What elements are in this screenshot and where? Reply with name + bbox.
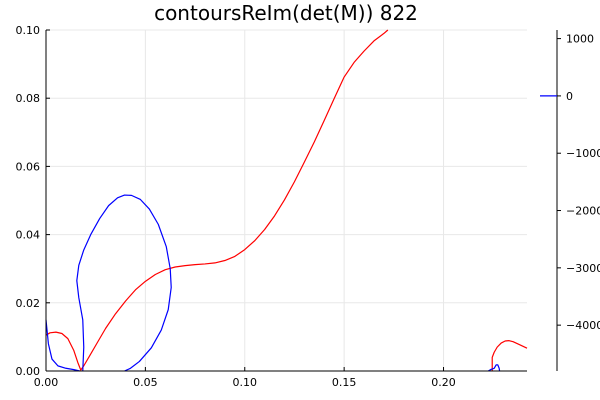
contour-lines xyxy=(45,29,528,372)
y-tick-label-4: 0.08 xyxy=(16,92,41,105)
colorbar: 1000 0 −1000 −2000 −3000 −4000 xyxy=(540,30,600,371)
contour-series-0-segment-0 xyxy=(45,29,389,371)
contour-series-1-segment-1 xyxy=(76,194,172,372)
y-tick-label-3: 0.06 xyxy=(16,160,41,173)
y-tick-label-2: 0.04 xyxy=(16,229,41,242)
y-tick-label-0: 0.00 xyxy=(16,365,41,378)
x-tick-label-3: 0.15 xyxy=(332,376,357,389)
x-tick-label-4: 0.20 xyxy=(431,376,456,389)
y-axis-ticks: 0.00 0.02 0.04 0.06 0.08 0.10 xyxy=(16,24,50,378)
chart-title: contoursReIm(det(M)) 822 xyxy=(154,1,418,25)
y-tick-label-1: 0.02 xyxy=(16,297,41,310)
y-tick-label-5: 0.10 xyxy=(16,24,41,37)
grid-lines xyxy=(45,29,527,372)
x-tick-label-0: 0.00 xyxy=(34,376,59,389)
contour-series-1-segment-0 xyxy=(45,319,80,372)
colorbar-tick-label-3: −2000 xyxy=(566,205,600,218)
contour-series-0-segment-1 xyxy=(491,340,528,371)
colorbar-tick-label-1: 0 xyxy=(566,90,573,103)
contour-series-1-segment-2 xyxy=(487,364,501,372)
colorbar-tick-label-0: 1000 xyxy=(566,33,594,46)
x-tick-label-1: 0.05 xyxy=(133,376,158,389)
colorbar-tick-label-5: −4000 xyxy=(566,319,600,332)
x-axis-ticks: 0.00 0.05 0.10 0.15 0.20 xyxy=(34,367,456,389)
colorbar-tick-label-2: −1000 xyxy=(566,147,600,160)
x-tick-label-2: 0.10 xyxy=(233,376,258,389)
colorbar-tick-label-4: −3000 xyxy=(566,262,600,275)
